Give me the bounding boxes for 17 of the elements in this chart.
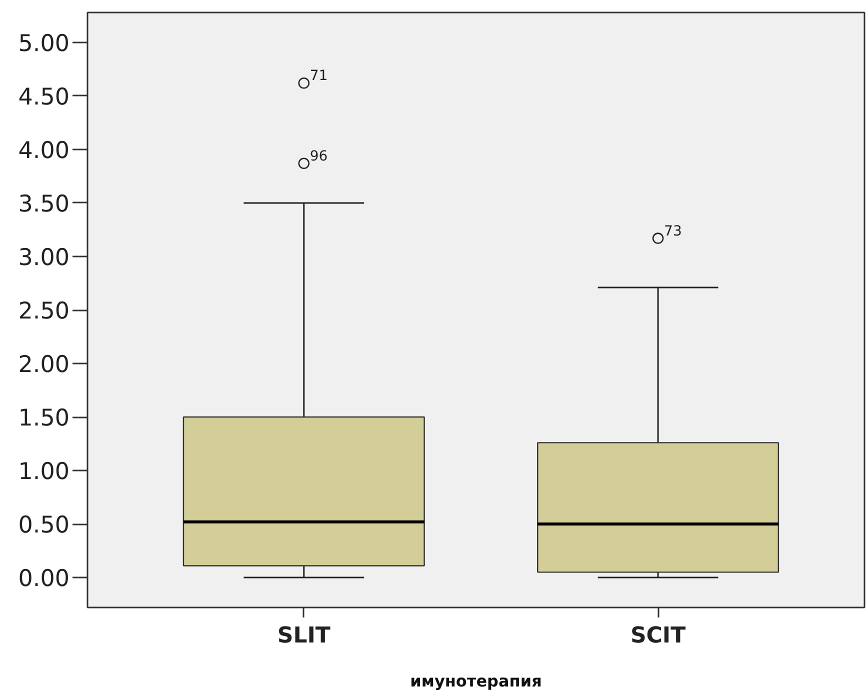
y-tick-label: 5.00	[18, 30, 70, 57]
y-tick-label: 2.50	[18, 298, 70, 324]
y-tick-label: 0.50	[18, 512, 70, 539]
y-tick-label: 4.00	[18, 138, 70, 164]
y-tick-label: 3.50	[18, 191, 70, 218]
x-tick-label: SCIT	[630, 624, 686, 648]
y-tick-label: 2.00	[18, 352, 70, 378]
annotation: 96	[310, 148, 328, 164]
x-tick-label: SLIT	[277, 624, 330, 648]
y-tick-label: 3.00	[18, 244, 70, 271]
annotation: 73	[664, 223, 682, 240]
annotation: 71	[310, 68, 328, 84]
y-tick-label: 4.50	[18, 84, 70, 110]
y-tick-label: 0.00	[18, 566, 70, 592]
y-tick-label: 1.50	[18, 406, 70, 432]
x-axis-title: имунотерапия	[410, 672, 542, 690]
y-tick-label: 1.00	[18, 459, 70, 486]
